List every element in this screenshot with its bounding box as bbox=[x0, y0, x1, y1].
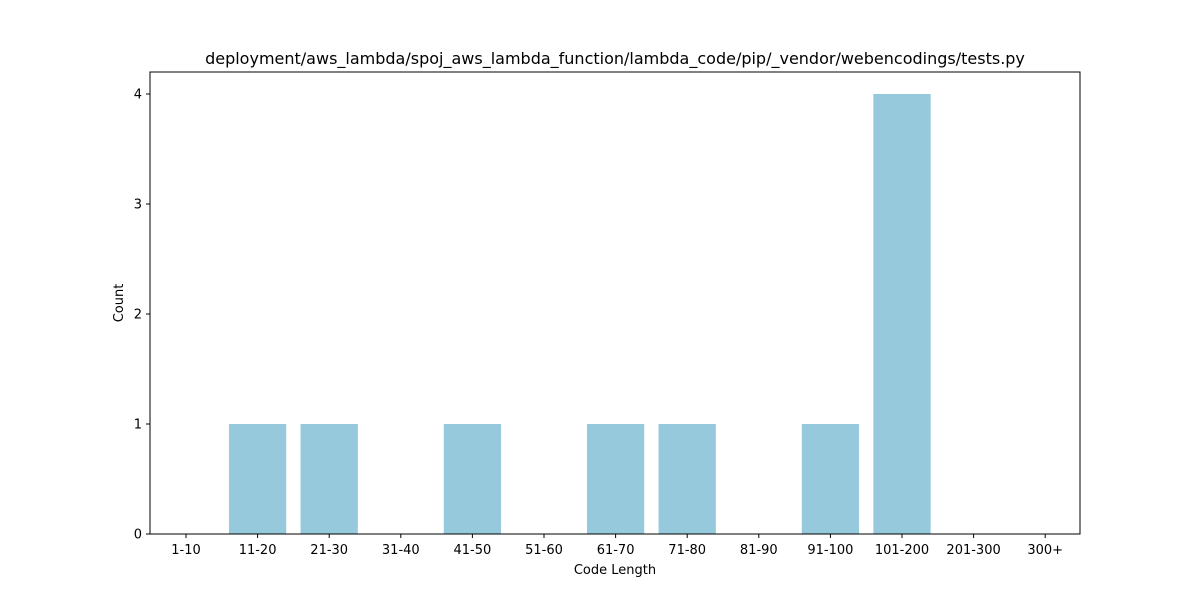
y-tick-label: 2 bbox=[134, 308, 142, 323]
bar-41-50 bbox=[443, 424, 502, 534]
x-tick-label: 41-50 bbox=[454, 543, 492, 558]
bar-101-200 bbox=[873, 94, 931, 534]
x-tick-label: 11-20 bbox=[239, 543, 277, 558]
x-tick-label: 101-200 bbox=[875, 543, 929, 558]
x-axis-ticks: 1-10 11-20 21-30 31-40 41-50 51-60 61-70 71-80 8… bbox=[171, 534, 1063, 558]
x-tick-label: 51-60 bbox=[525, 543, 563, 558]
y-tick-label: 4 bbox=[134, 88, 142, 103]
x-tick-label: 61-70 bbox=[597, 543, 635, 558]
x-tick-label: 21-30 bbox=[310, 543, 348, 558]
x-tick-label: 300+ bbox=[1027, 543, 1063, 558]
bar-91-100 bbox=[801, 424, 860, 534]
bar-61-70 bbox=[586, 424, 645, 534]
x-tick-label: 81-90 bbox=[740, 543, 778, 558]
x-tick-label: 201-300 bbox=[946, 543, 1000, 558]
y-tick-label: 1 bbox=[134, 418, 142, 433]
bar-71-80 bbox=[658, 424, 716, 534]
x-tick-label: 71-80 bbox=[668, 543, 706, 558]
bar-21-30 bbox=[300, 424, 358, 534]
y-tick-label: 0 bbox=[134, 528, 142, 543]
x-axis-label: Code Length bbox=[574, 563, 656, 578]
y-axis-ticks: 0 1 2 3 4 bbox=[134, 88, 150, 543]
bar-11-20 bbox=[228, 424, 287, 534]
x-tick-label: 31-40 bbox=[382, 543, 420, 558]
bars-group bbox=[228, 94, 931, 534]
y-tick-label: 3 bbox=[134, 198, 142, 213]
x-tick-label: 1-10 bbox=[171, 543, 201, 558]
y-axis-label: Count bbox=[112, 284, 127, 323]
plot-frame bbox=[149, 71, 1081, 535]
x-tick-label: 91-100 bbox=[807, 543, 853, 558]
chart-title: deployment/aws_lambda/spoj_aws_lambda_fu… bbox=[205, 49, 1025, 69]
